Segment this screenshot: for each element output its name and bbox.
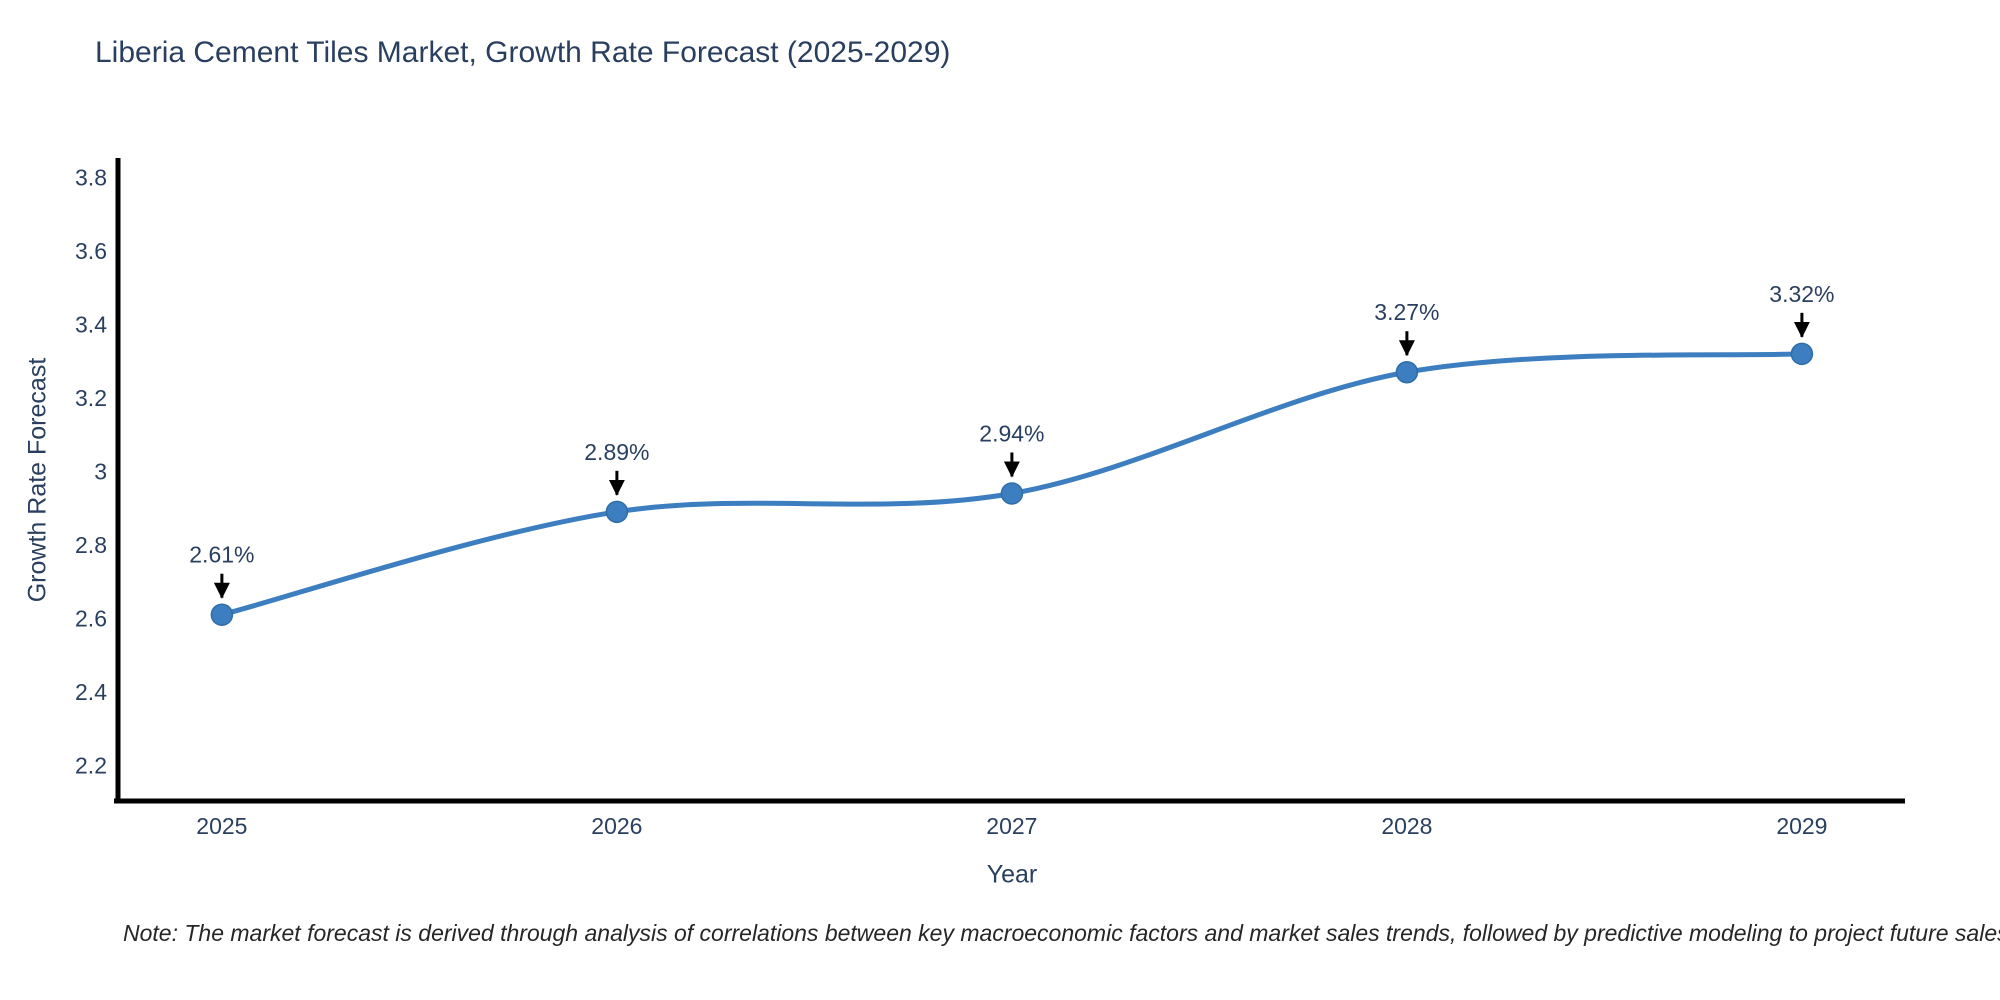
y-tick-label: 2.6 [75,605,107,631]
point-value-annotation: 2.61% [189,542,254,568]
y-axis-title: Growth Rate Forecast [23,357,52,603]
x-tick-label: 2026 [591,813,642,839]
data-point-marker[interactable] [1790,342,1814,366]
y-tick-label: 2.2 [75,752,107,778]
y-tick-label: 3.4 [75,311,107,337]
y-tick-label: 3.2 [75,385,107,411]
point-value-annotation: 2.94% [979,420,1044,446]
data-point-marker[interactable] [605,500,629,524]
x-tick-label: 2029 [1776,813,1827,839]
point-value-annotation: 3.32% [1769,281,1834,307]
y-tick-label: 3.6 [75,238,107,264]
footnote: Note: The market forecast is derived thr… [123,920,2000,946]
data-point-marker[interactable] [210,603,234,626]
data-point-marker[interactable] [1000,482,1024,505]
x-tick-label: 2027 [986,813,1037,839]
y-tick-label: 2.4 [75,679,107,705]
x-tick-label: 2028 [1381,813,1432,839]
x-axis-title: Year [986,860,1038,889]
y-tick-label: 2.8 [75,532,107,558]
chart-title: Liberia Cement Tiles Market, Growth Rate… [95,36,951,69]
data-point-marker[interactable] [1395,360,1419,384]
x-tick-label: 2025 [196,813,247,839]
y-tick-label: 3.8 [75,164,107,190]
y-tick-label: 3 [94,458,107,484]
point-value-annotation: 2.89% [584,439,649,465]
point-value-annotation: 3.27% [1374,299,1439,325]
